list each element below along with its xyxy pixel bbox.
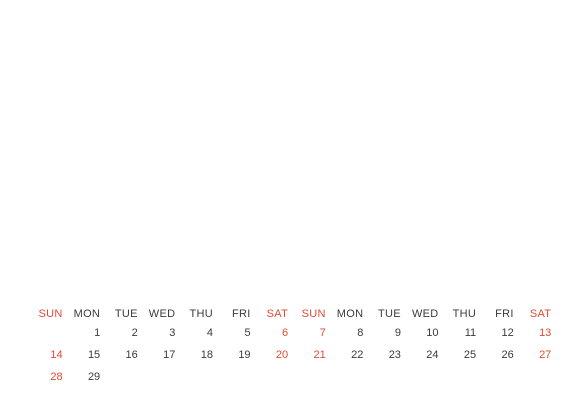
day-cell: 15 xyxy=(87,349,101,361)
day-cell: 27 xyxy=(539,349,552,361)
day-cell: 5 xyxy=(244,327,251,339)
day-cell: 16 xyxy=(125,349,138,361)
weekday-header-fri: FRI xyxy=(231,308,251,320)
blank-image-area xyxy=(0,0,584,300)
weekday-header-wed: WED xyxy=(148,308,176,320)
day-cell: 25 xyxy=(463,349,477,361)
day-cell: 19 xyxy=(238,349,251,361)
day-cell: 10 xyxy=(426,327,439,339)
day-cell: 2 xyxy=(131,327,138,339)
day-cell: 9 xyxy=(394,327,401,339)
day-cell: 12 xyxy=(501,327,514,339)
day-cell: 14 xyxy=(50,349,63,361)
weekday-header-sun: SUN xyxy=(38,308,63,320)
weekday-header-sat-2: SAT xyxy=(529,308,552,320)
weekday-header-thu: THU xyxy=(189,308,213,320)
day-cell: 26 xyxy=(501,349,514,361)
day-cell: 23 xyxy=(388,349,401,361)
weekday-header-wed-2: WED xyxy=(411,308,439,320)
day-cell: 3 xyxy=(169,327,176,339)
day-cell: 18 xyxy=(200,349,213,361)
day-cell: 11 xyxy=(464,327,477,339)
weekday-header-thu-2: THU xyxy=(452,308,477,320)
day-cell: 20 xyxy=(275,349,289,361)
weekday-header-mon-2: MON xyxy=(336,308,364,320)
day-cell: 28 xyxy=(50,371,63,383)
day-cell: 7 xyxy=(319,327,326,339)
weekday-header-sat: SAT xyxy=(266,308,289,320)
day-cell: 1 xyxy=(94,327,101,339)
day-cell: 17 xyxy=(163,349,176,361)
day-cell: 4 xyxy=(206,327,213,339)
day-grid: 1 2 3 4 5 6 7 8 9 10 11 12 13 14 15 16 1… xyxy=(31,322,557,388)
weekday-header-fri-2: FRI xyxy=(495,308,514,320)
month-calendar: SUN MON TUE WED THU FRI SAT SUN MON TUE … xyxy=(31,306,557,388)
day-cell: 6 xyxy=(282,327,289,339)
weekday-header-tue-2: TUE xyxy=(378,308,401,320)
weekday-header-tue: TUE xyxy=(114,308,138,320)
day-cell: 29 xyxy=(87,371,101,383)
weekday-header-mon: MON xyxy=(73,308,101,320)
day-cell: 24 xyxy=(426,349,439,361)
day-cell: 13 xyxy=(539,327,552,339)
day-cell: 8 xyxy=(357,327,364,339)
day-cell: 21 xyxy=(313,349,326,361)
day-cell: 22 xyxy=(351,349,364,361)
weekday-header-row: SUN MON TUE WED THU FRI SAT SUN MON TUE … xyxy=(31,306,557,322)
weekday-header-sun-2: SUN xyxy=(301,308,326,320)
